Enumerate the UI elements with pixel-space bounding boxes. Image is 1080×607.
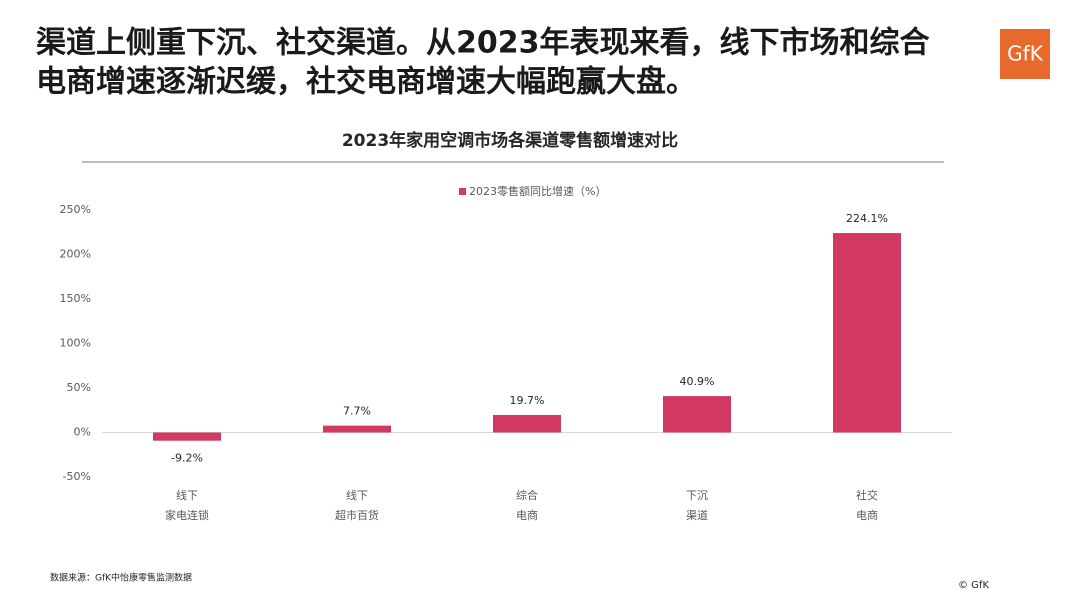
- x-tick-label: 电商: [516, 508, 538, 522]
- value-label: 224.1%: [846, 212, 888, 225]
- bar: [833, 233, 901, 433]
- copyright: © GfK: [958, 580, 989, 591]
- legend-label: 2023零售额同比增速（%）: [469, 184, 606, 198]
- bar: [493, 414, 561, 433]
- y-tick-label: 200%: [60, 248, 91, 261]
- y-tick-label: 50%: [67, 381, 91, 394]
- y-tick-label: 250%: [60, 203, 91, 216]
- x-tick-label: 下沉: [686, 489, 708, 502]
- value-label: 19.7%: [510, 394, 545, 407]
- chart-title: 2023年家用空调市场各渠道零售额增速对比: [342, 130, 678, 151]
- x-tick-label: 线下: [346, 488, 368, 502]
- y-tick-label: 100%: [60, 337, 91, 350]
- bar: [663, 396, 731, 433]
- x-tick-label: 家电连锁: [165, 508, 209, 522]
- logo-box: [1000, 29, 1050, 79]
- y-tick-label: 150%: [60, 292, 91, 305]
- x-tick-label: 综合: [516, 488, 538, 502]
- value-label: -9.2%: [171, 452, 203, 465]
- x-tick-label: 电商: [856, 508, 878, 522]
- x-tick-label: 社交: [856, 488, 878, 502]
- source: 数据来源：GfK中怡康零售监测数据: [50, 572, 192, 584]
- value-label: 7.7%: [343, 405, 371, 418]
- y-tick-label: 0%: [74, 426, 91, 439]
- y-tick-label: -50%: [63, 470, 91, 483]
- logo: GfK: [1007, 42, 1044, 66]
- slide-title: 渠道上侧重下沉、社交渠道。从2023年表现来看，线下市场和综合: [36, 26, 930, 61]
- bar: [153, 432, 221, 441]
- x-tick-label: 超市百货: [335, 508, 379, 522]
- x-tick-label: 渠道: [686, 508, 708, 522]
- legend-swatch: [459, 188, 466, 195]
- x-tick-label: 线下: [176, 488, 198, 502]
- bar: [323, 425, 391, 433]
- value-label: 40.9%: [680, 375, 715, 388]
- slide-title: 电商增速逐渐迟缓，社交电商增速大幅跑赢大盘。: [36, 65, 696, 100]
